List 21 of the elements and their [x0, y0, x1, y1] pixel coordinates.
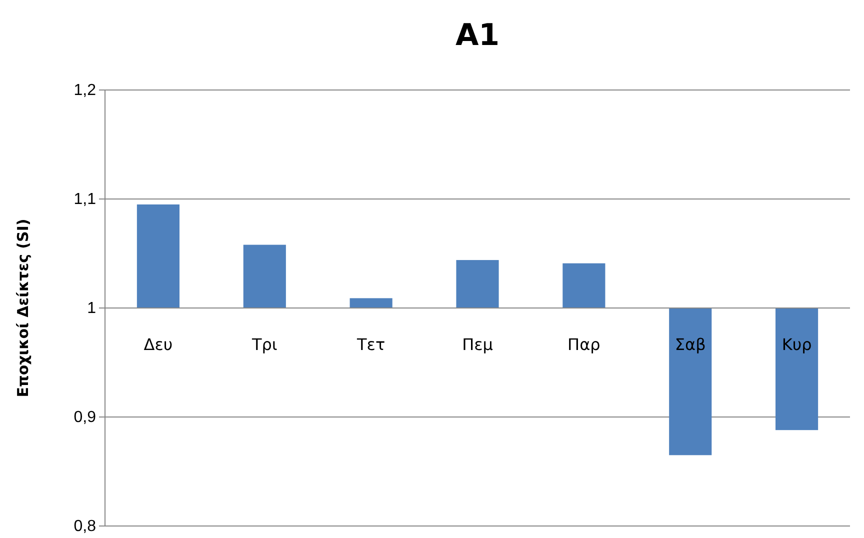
y-tick-label: 0,8	[74, 518, 96, 536]
y-tick-label: 0,9	[74, 409, 96, 426]
x-tick-label: Παρ	[568, 335, 600, 354]
x-tick-label: Πεμ	[462, 335, 493, 354]
x-tick-label: Τετ	[356, 335, 386, 354]
bar	[562, 263, 606, 308]
bar	[456, 260, 499, 308]
chart-title: A1	[455, 18, 500, 53]
bar	[669, 308, 712, 456]
bar	[350, 298, 392, 308]
y-tick-label: 1,1	[74, 191, 96, 208]
bar	[776, 308, 818, 430]
y-axis-title: Εποχικοί Δείκτες (SI)	[14, 218, 32, 398]
bar	[243, 244, 286, 308]
x-tick-label: Τρι	[250, 335, 278, 354]
x-tick-label: Κυρ	[782, 335, 812, 354]
x-tick-label: Σαβ	[674, 335, 706, 354]
y-tick-label: 1	[87, 300, 96, 318]
bar	[136, 204, 180, 308]
x-tick-label: Δευ	[144, 335, 173, 354]
y-tick-label: 1,2	[74, 82, 96, 100]
